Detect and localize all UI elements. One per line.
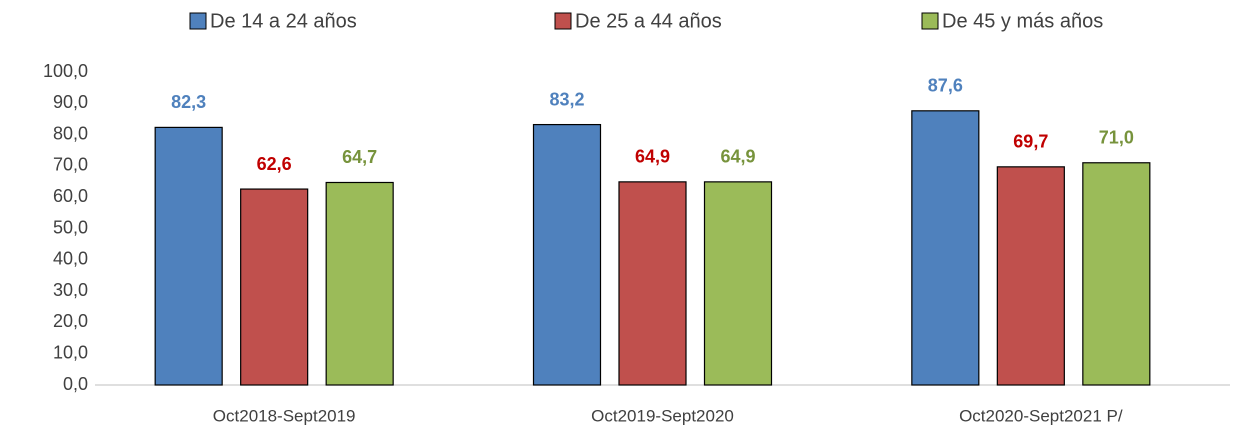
- y-tick-label: 80,0: [53, 123, 88, 143]
- y-tick-label: 40,0: [53, 249, 88, 269]
- bar: [1082, 162, 1151, 386]
- bar: [154, 126, 223, 386]
- y-tick-label: 70,0: [53, 155, 88, 175]
- bar: [532, 123, 602, 386]
- value-label: 87,6: [928, 76, 963, 96]
- bar: [703, 181, 773, 386]
- legend-label: De 14 a 24 años: [210, 10, 357, 32]
- legend-label: De 45 y más años: [942, 10, 1103, 32]
- y-tick-label: 100,0: [43, 61, 88, 81]
- legend-swatch: [554, 12, 572, 30]
- legend-swatch: [189, 12, 207, 30]
- y-tick-label: 50,0: [53, 217, 88, 237]
- x-tick-label: Oct2020-Sept2021 P/: [959, 406, 1123, 425]
- legend-label: De 25 a 44 años: [575, 10, 722, 32]
- y-tick-label: 60,0: [53, 186, 88, 206]
- legend-swatch: [921, 12, 939, 30]
- value-label: 64,9: [720, 147, 755, 167]
- y-tick-label: 0,0: [63, 374, 88, 394]
- value-label: 62,6: [257, 154, 292, 174]
- value-label: 69,7: [1013, 132, 1048, 152]
- value-label: 82,3: [171, 92, 206, 112]
- y-tick-label: 90,0: [53, 92, 88, 112]
- value-label: 64,9: [635, 147, 670, 167]
- bar: [325, 181, 394, 386]
- value-label: 83,2: [549, 89, 584, 109]
- bar: [618, 181, 687, 386]
- bar: [911, 110, 980, 386]
- x-tick-label: Oct2018-Sept2019: [213, 406, 356, 425]
- value-label: 71,0: [1099, 128, 1134, 148]
- value-label: 64,7: [342, 147, 377, 167]
- bar: [240, 188, 309, 386]
- x-tick-label: Oct2019-Sept2020: [591, 406, 734, 425]
- y-tick-label: 10,0: [53, 342, 88, 362]
- y-tick-label: 20,0: [53, 311, 88, 331]
- y-tick-label: 30,0: [53, 280, 88, 300]
- bar: [996, 166, 1065, 386]
